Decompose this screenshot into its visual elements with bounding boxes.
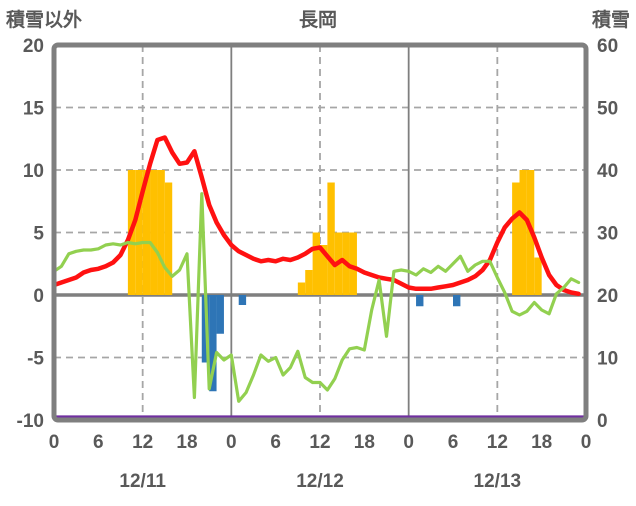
x-axis-tick-label: 18 <box>176 432 197 453</box>
snowfall-bar <box>327 182 335 295</box>
left-axis-tick-label: -10 <box>17 411 44 432</box>
snowfall-bar <box>135 170 143 295</box>
negative-bar <box>238 295 247 305</box>
date-label: 12/12 <box>296 471 344 492</box>
negative-bar <box>216 295 224 334</box>
date-label: 12/11 <box>119 471 166 492</box>
x-axis-tick-label: 12 <box>309 432 330 453</box>
right-axis-tick-label: 50 <box>597 99 618 120</box>
snowfall-bar <box>164 182 173 295</box>
snowfall-bar <box>305 270 313 295</box>
left-axis-tick-label: 15 <box>23 99 45 120</box>
date-label: 12/13 <box>474 471 522 492</box>
x-axis-tick-label: 12 <box>487 432 508 453</box>
line-red <box>51 135 581 297</box>
snowfall-bar <box>519 170 527 295</box>
right-axis-title: 積雪 <box>592 8 630 31</box>
snowfall-bar <box>157 170 165 295</box>
x-axis-tick-label: 6 <box>93 432 104 453</box>
snowfall-bar <box>142 170 151 295</box>
right-axis-tick-label: 10 <box>597 349 618 370</box>
chart-title: 長岡 <box>299 9 337 31</box>
right-axis-tick-label: 60 <box>597 36 618 57</box>
x-axis-tick-label: 6 <box>448 432 459 453</box>
x-axis-tick-label: 12 <box>132 432 153 453</box>
snowfall-bar <box>320 245 328 295</box>
snowfall-bar <box>312 232 320 295</box>
left-axis-tick-label: 5 <box>33 224 44 245</box>
snowfall-bar <box>534 257 542 295</box>
x-axis-tick-label: 0 <box>49 432 60 453</box>
x-axis-tick-label: 0 <box>226 432 237 453</box>
plot-border <box>51 42 589 423</box>
x-axis-tick-label: 18 <box>531 432 552 453</box>
left-axis-tick-label: 0 <box>33 286 44 307</box>
right-axis-tick-label: 30 <box>597 224 618 245</box>
x-axis-tick-label: 0 <box>403 432 414 453</box>
right-axis-tick-label: 20 <box>597 286 618 307</box>
x-axis-tick-label: 18 <box>354 432 375 453</box>
left-axis-title: 積雪以外 <box>6 8 82 31</box>
negative-bar <box>209 295 217 392</box>
x-axis-tick-label: 0 <box>581 432 592 453</box>
left-axis-tick-label: 20 <box>23 36 44 57</box>
negative-bar <box>416 295 424 307</box>
snowfall-bar <box>349 232 357 295</box>
x-axis-tick-label: 6 <box>270 432 281 453</box>
snowfall-bar <box>150 170 158 295</box>
snowfall-bar <box>297 282 306 295</box>
snowfall-bar <box>512 182 520 295</box>
negative-bar <box>453 295 461 307</box>
line-green <box>52 192 581 403</box>
right-axis-tick-label: 0 <box>597 411 608 432</box>
left-axis-tick-label: 10 <box>23 161 44 182</box>
left-axis-tick-label: -5 <box>27 349 44 370</box>
right-axis-tick-label: 40 <box>597 161 618 182</box>
